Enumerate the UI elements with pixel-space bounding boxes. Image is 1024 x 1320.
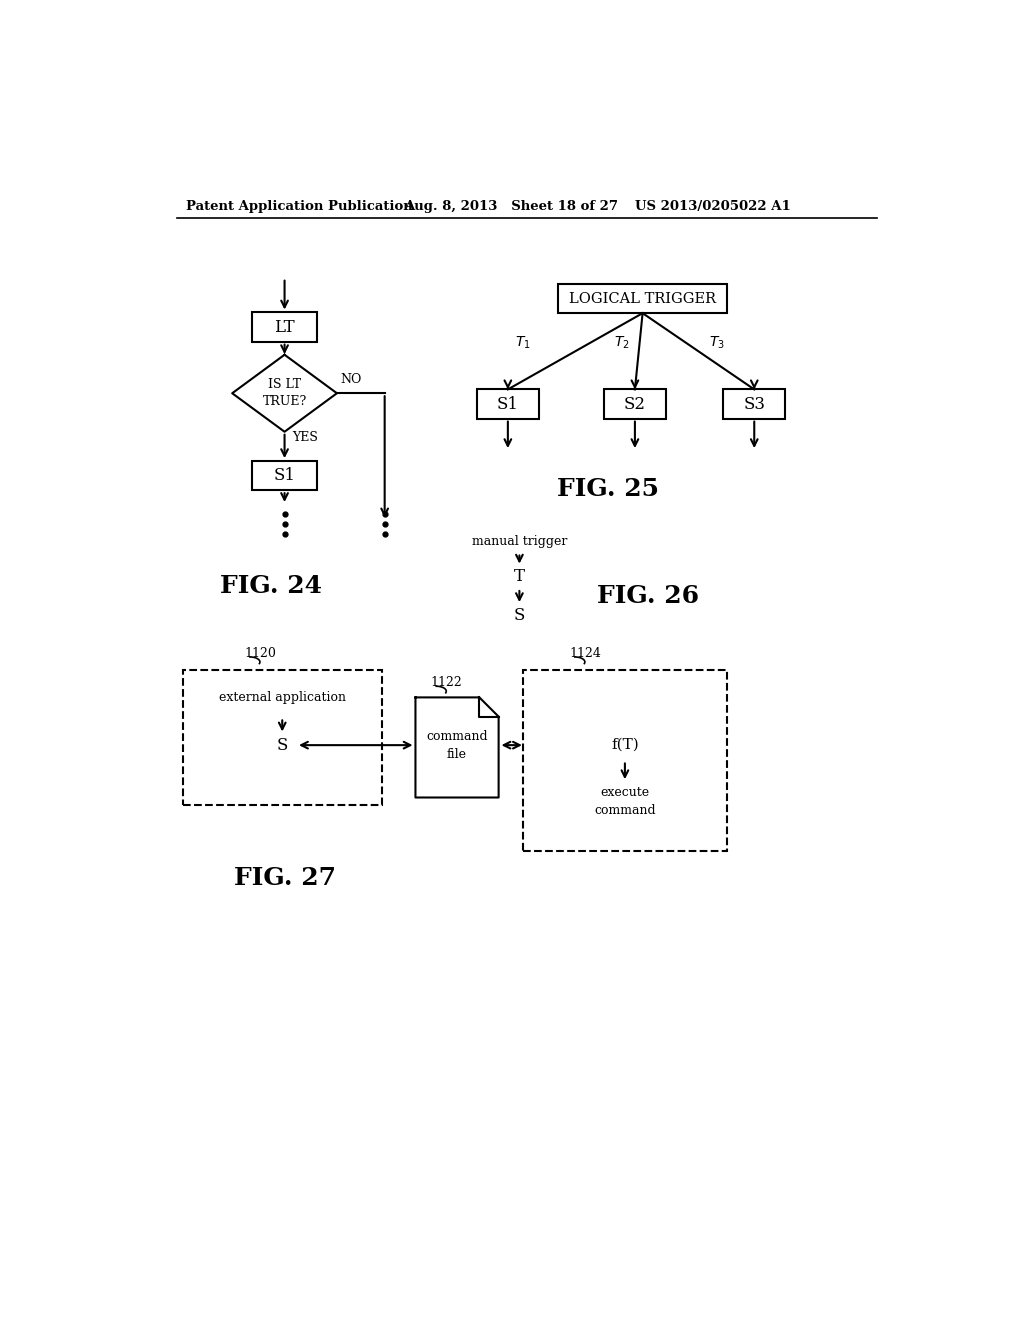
Text: LT: LT bbox=[274, 318, 295, 335]
Text: external application: external application bbox=[219, 690, 346, 704]
Bar bbox=[523, 671, 727, 851]
Text: NO: NO bbox=[341, 372, 362, 385]
Text: execute
command: execute command bbox=[594, 785, 655, 817]
Bar bbox=[183, 671, 382, 805]
Text: YES: YES bbox=[292, 432, 318, 445]
Text: Aug. 8, 2013   Sheet 18 of 27: Aug. 8, 2013 Sheet 18 of 27 bbox=[403, 199, 617, 213]
Text: 1124: 1124 bbox=[569, 647, 601, 660]
Text: FIG. 25: FIG. 25 bbox=[557, 478, 659, 502]
Text: S2: S2 bbox=[624, 396, 646, 413]
Text: LOGICAL TRIGGER: LOGICAL TRIGGER bbox=[569, 292, 716, 305]
Text: S1: S1 bbox=[497, 396, 519, 413]
Text: Patent Application Publication: Patent Application Publication bbox=[186, 199, 413, 213]
Text: FIG. 24: FIG. 24 bbox=[220, 574, 322, 598]
Text: IS LT
TRUE?: IS LT TRUE? bbox=[262, 379, 306, 408]
Text: 1122: 1122 bbox=[431, 676, 463, 689]
Text: S3: S3 bbox=[743, 396, 765, 413]
Text: command
file: command file bbox=[426, 730, 487, 760]
Text: $T_1$: $T_1$ bbox=[515, 335, 531, 351]
Text: FIG. 27: FIG. 27 bbox=[233, 866, 336, 891]
Text: FIG. 26: FIG. 26 bbox=[597, 583, 699, 607]
Bar bbox=[477, 389, 539, 418]
Text: $T_3$: $T_3$ bbox=[710, 335, 725, 351]
Bar bbox=[252, 313, 316, 342]
Bar bbox=[252, 461, 316, 490]
Text: manual trigger: manual trigger bbox=[472, 536, 567, 548]
Text: T: T bbox=[514, 568, 525, 585]
Text: f(T): f(T) bbox=[611, 738, 639, 752]
Text: $T_2$: $T_2$ bbox=[614, 335, 630, 351]
Text: 1120: 1120 bbox=[245, 647, 276, 660]
Text: US 2013/0205022 A1: US 2013/0205022 A1 bbox=[635, 199, 791, 213]
Text: S1: S1 bbox=[273, 467, 296, 484]
Bar bbox=[604, 389, 666, 418]
Text: S: S bbox=[514, 606, 525, 623]
Bar bbox=[724, 389, 785, 418]
Bar bbox=[558, 284, 727, 313]
Text: S: S bbox=[276, 737, 288, 754]
